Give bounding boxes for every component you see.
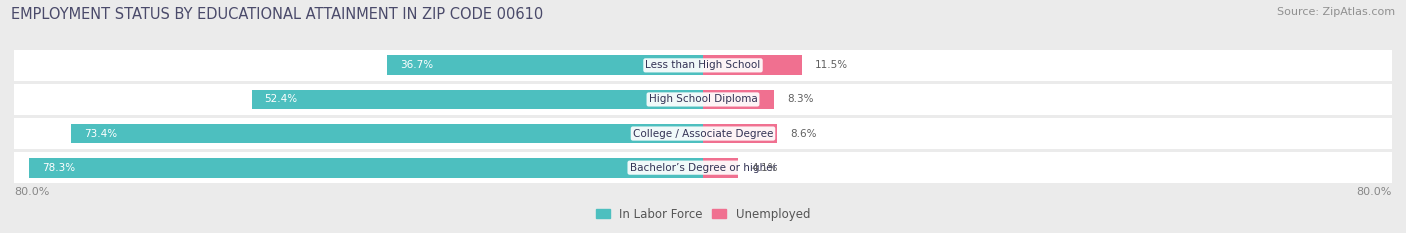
Text: Less than High School: Less than High School — [645, 60, 761, 70]
Text: 80.0%: 80.0% — [1357, 187, 1392, 197]
Bar — [14, 152, 1392, 183]
Text: Bachelor’s Degree or higher: Bachelor’s Degree or higher — [630, 163, 776, 173]
Bar — [252, 89, 703, 109]
Text: EMPLOYMENT STATUS BY EDUCATIONAL ATTAINMENT IN ZIP CODE 00610: EMPLOYMENT STATUS BY EDUCATIONAL ATTAINM… — [11, 7, 544, 22]
Text: 36.7%: 36.7% — [399, 60, 433, 70]
Bar — [14, 84, 1392, 115]
Text: Source: ZipAtlas.com: Source: ZipAtlas.com — [1277, 7, 1395, 17]
Text: 80.0%: 80.0% — [14, 187, 49, 197]
Bar — [703, 55, 801, 75]
Text: 78.3%: 78.3% — [42, 163, 75, 173]
Text: College / Associate Degree: College / Associate Degree — [633, 129, 773, 139]
Bar — [14, 50, 1392, 81]
Bar — [387, 55, 703, 75]
Text: 8.3%: 8.3% — [787, 94, 814, 104]
Text: 8.6%: 8.6% — [790, 129, 817, 139]
Text: 11.5%: 11.5% — [815, 60, 848, 70]
Text: 52.4%: 52.4% — [264, 94, 298, 104]
Bar — [703, 89, 775, 109]
Text: 4.1%: 4.1% — [751, 163, 778, 173]
Bar — [703, 158, 738, 178]
Bar — [70, 124, 703, 144]
Bar — [14, 118, 1392, 149]
Bar — [28, 158, 703, 178]
Text: High School Diploma: High School Diploma — [648, 94, 758, 104]
Text: 73.4%: 73.4% — [84, 129, 117, 139]
Legend: In Labor Force, Unemployed: In Labor Force, Unemployed — [591, 203, 815, 225]
Bar — [703, 124, 778, 144]
